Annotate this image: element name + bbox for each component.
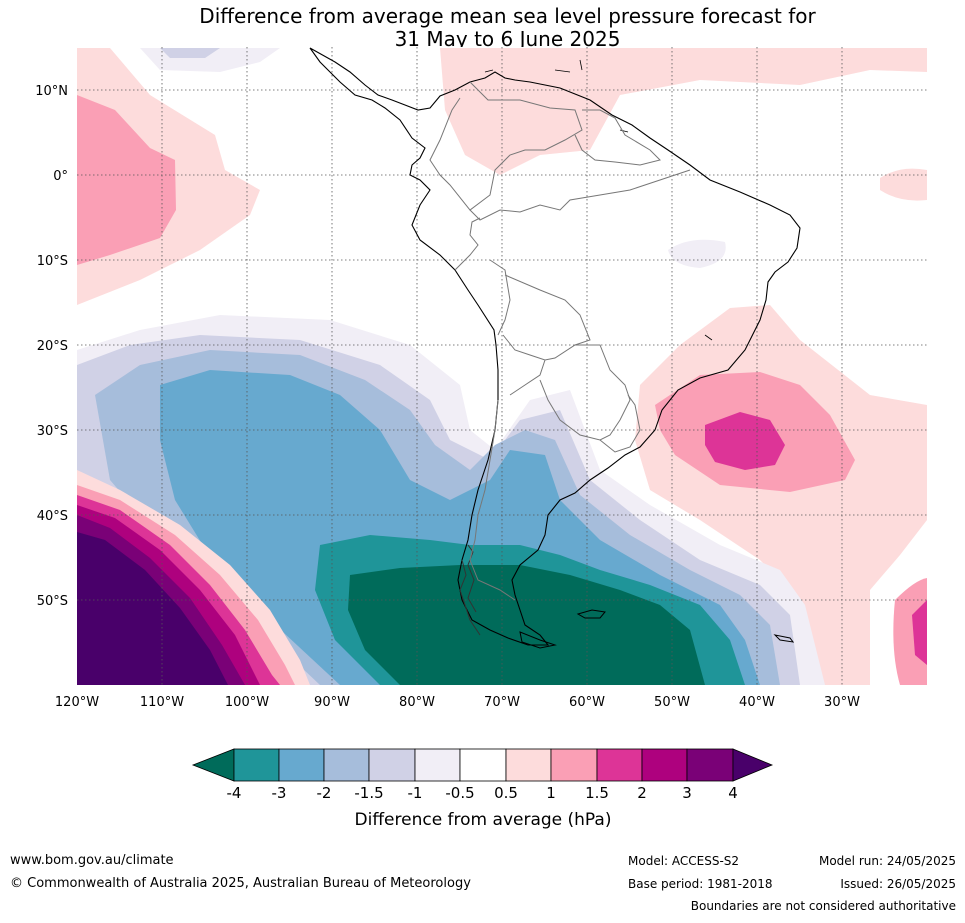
colorbar-tick: -3: [272, 784, 287, 802]
lon-label: 80°W: [399, 695, 435, 710]
lon-label: 60°W: [569, 695, 605, 710]
colorbar-tick: -1: [408, 784, 423, 802]
copyright-text: © Commonwealth of Australia 2025, Austra…: [10, 876, 471, 891]
colorbar-bin: [641, 748, 688, 782]
lon-axis-labels: 120°W 110°W 100°W 90°W 80°W 70°W 60°W 50…: [55, 695, 860, 710]
anomaly-fields: [77, 47, 927, 685]
map-title: Difference from average mean sea level p…: [0, 5, 965, 51]
colorbar-tick: -4: [227, 784, 242, 802]
colorbar-ticks: -4 -3 -2 -1.5 -1 -0.5 0.5 1 1.5 2 3 4: [227, 784, 738, 802]
lon-label: 110°W: [140, 695, 184, 710]
lat-label: 0°: [53, 169, 68, 184]
graticule: [77, 47, 927, 685]
anomaly-positive-southwest-core: [77, 532, 228, 685]
issued-date: Issued: 26/05/2025: [840, 877, 956, 891]
website-link[interactable]: www.bom.gov.au/climate: [10, 853, 174, 868]
title-line-1: Difference from average mean sea level p…: [199, 4, 816, 28]
colorbar-bin: [596, 748, 643, 782]
colorbar-tick: 1.5: [585, 784, 609, 802]
colorbar-tick: -2: [317, 784, 332, 802]
title-line-2: 31 May to 6 June 2025: [394, 27, 621, 51]
lon-label: 120°W: [55, 695, 99, 710]
colorbar-bin: [459, 748, 507, 782]
colorbar-tick: 0.5: [494, 784, 518, 802]
colorbar-tick: 2: [637, 784, 647, 802]
boundary-disclaimer: Boundaries are not considered authoritat…: [690, 899, 956, 913]
country-borders: [429, 81, 691, 601]
colorbar-tick: 4: [728, 784, 738, 802]
colorbar-bin: [233, 748, 280, 782]
lon-label: 50°W: [654, 695, 690, 710]
colorbar-bin: [278, 748, 325, 782]
anomaly-negative-core: [348, 565, 705, 685]
lat-label: 10°S: [37, 254, 68, 269]
colorbar-tick: 1: [546, 784, 556, 802]
lat-label: 40°S: [37, 509, 68, 524]
lat-label: 30°S: [37, 424, 68, 439]
south-america-coastline: [309, 47, 801, 646]
colorbar-bin: [414, 748, 461, 782]
colorbar-extend-low: [191, 748, 235, 782]
base-period: Base period: 1981-2018: [628, 877, 773, 891]
lat-label: 10°N: [35, 84, 68, 99]
anomaly-positive-northwest-core: [77, 95, 176, 265]
colorbar-bin: [505, 748, 552, 782]
lon-label: 100°W: [225, 695, 269, 710]
model-name: Model: ACCESS-S2: [628, 854, 740, 868]
colorbar-extend-high: [732, 748, 774, 782]
colorbar-bin: [323, 748, 370, 782]
colorbar-bin: [686, 748, 734, 782]
lat-axis-labels: 10°N 0° 10°S 20°S 30°S 40°S 50°S: [35, 84, 68, 609]
colorbar: [191, 748, 774, 782]
anomaly-positive-north: [440, 48, 927, 175]
model-run-date: Model run: 24/05/2025: [818, 854, 956, 868]
colorbar-bin: [550, 748, 598, 782]
colorbar-label: Difference from average (hPa): [355, 810, 612, 830]
lon-label: 90°W: [314, 695, 350, 710]
lon-label: 30°W: [824, 695, 860, 710]
colorbar-tick: 3: [682, 784, 692, 802]
lat-label: 20°S: [37, 339, 68, 354]
colorbar-tick: -0.5: [445, 784, 474, 802]
lon-label: 40°W: [739, 695, 775, 710]
colorbar-bin: [368, 748, 416, 782]
lat-label: 50°S: [37, 594, 68, 609]
colorbar-tick: -1.5: [354, 784, 383, 802]
lon-label: 70°W: [484, 695, 520, 710]
